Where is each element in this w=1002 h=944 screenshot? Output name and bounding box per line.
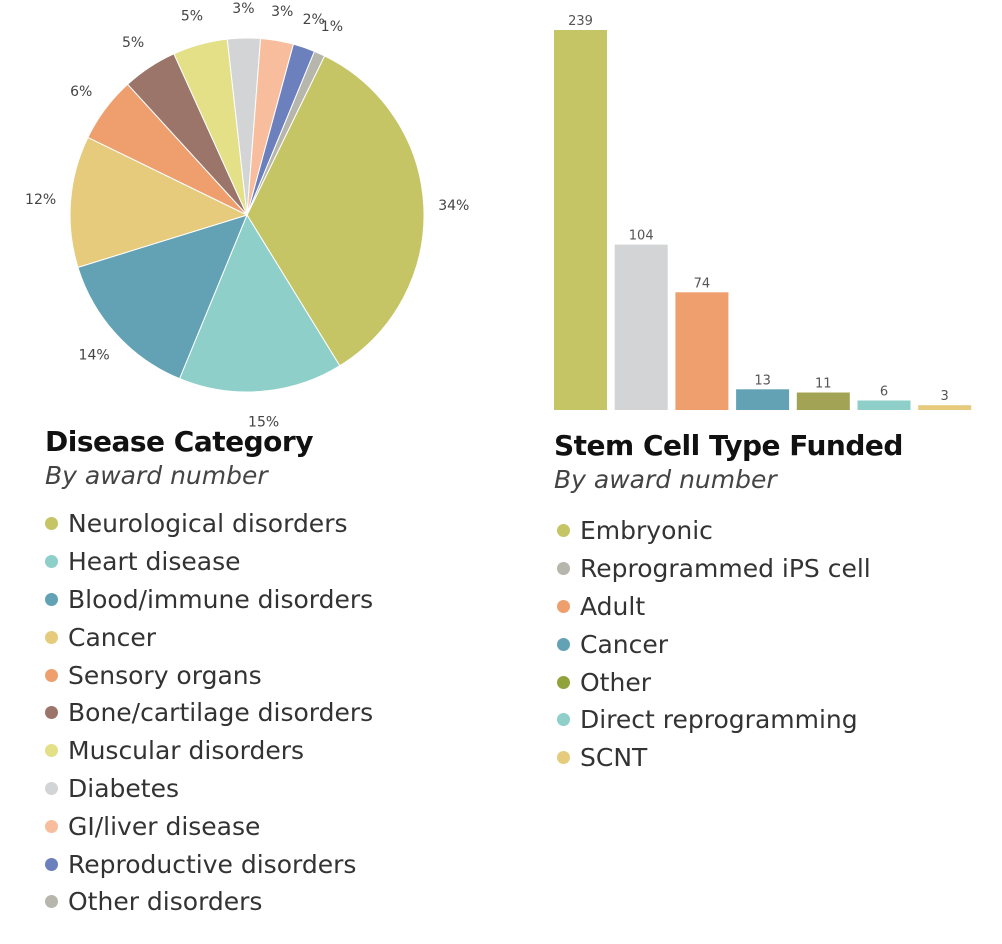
legend-label: Bone/cartilage disorders (68, 698, 374, 728)
legend-label: Diabetes (68, 773, 179, 803)
legend-item-scnt: SCNT (557, 739, 871, 777)
legend-swatch-icon (557, 599, 570, 613)
legend-item-heart-disease: Heart disease (45, 543, 373, 581)
legend-item-reprogrammed-ips-cell: Reprogrammed iPS cell (557, 550, 871, 588)
disease-category-panel: 34% 15% 14% 12% 6% 5% 5% 3% 3% 2% 1% Disease Categ… (25, 1, 469, 921)
bar-value-reprogrammed-ips-cell: 104 (629, 229, 654, 244)
legend-item-bone-cartilage-disorders: Bone/cartilage disorders (45, 694, 373, 732)
legend-label: Other disorders (68, 887, 263, 917)
legend-swatch-icon (45, 819, 58, 833)
legend-item-muscular-disorders: Muscular disorders (45, 732, 373, 770)
pie-label-muscular-disorders: 5% (181, 8, 203, 24)
stem-cell-type-bar-chart: 239 104 74 13 11 6 3 (554, 14, 972, 410)
pie-label-cancer: 12% (25, 192, 56, 208)
pie-label-reproductive-disorders: 2% (303, 12, 325, 28)
legend-swatch-icon (45, 592, 58, 606)
pie-label-blood-immune-disorders: 14% (79, 348, 110, 364)
legend-swatch-icon (45, 668, 58, 682)
legend-swatch-icon (45, 895, 58, 909)
bar-cancer (736, 389, 790, 410)
legend-label: Cancer (580, 629, 669, 659)
bar-value-scnt: 3 (941, 389, 949, 404)
legend-label: Cancer (68, 622, 157, 652)
disease-category-legend: Neurological disorders Heart disease Blood… (45, 505, 373, 921)
legend-label: Reprogrammed iPS cell (580, 554, 871, 584)
disease-category-subtitle: By award number (45, 461, 268, 490)
bar-direct-reprogramming (857, 400, 911, 410)
legend-swatch-icon (45, 781, 58, 795)
legend-label: Blood/immune disorders (68, 584, 374, 614)
legend-label: Muscular disorders (68, 736, 305, 766)
legend-label: Other (580, 667, 651, 697)
bar-value-adult: 74 (694, 276, 711, 291)
legend-label: GI/liver disease (68, 811, 261, 841)
stem-cell-type-panel: 239 104 74 13 11 6 3 Stem Cell Type Funded By … (520, 0, 1002, 944)
pie-slice-other-disorders (246, 50, 326, 216)
disease-category-pie-chart: 34% 15% 14% 12% 6% 5% 5% 3% 3% 2%1% (25, 1, 469, 430)
legend-item-cancer: Cancer (557, 625, 871, 663)
legend-label: Embryonic (580, 516, 713, 546)
pie-slice-blood-immune-disorders (77, 214, 248, 380)
pie-slice-heart-disease (178, 213, 341, 393)
legend-swatch-icon (45, 744, 58, 758)
legend-swatch-icon (557, 524, 570, 538)
legend-item-direct-reprogramming: Direct reprogramming (557, 701, 871, 739)
legend-swatch-icon (45, 706, 58, 720)
pie-slice-neurological-disorders (246, 55, 425, 367)
bar-adult (675, 292, 729, 410)
legend-label: Heart disease (68, 547, 241, 577)
legend-swatch-icon (45, 517, 58, 531)
legend-swatch-icon (557, 713, 570, 727)
legend-label: Sensory organs (68, 660, 262, 690)
legend-label: Neurological disorders (68, 509, 348, 539)
bar-value-other: 11 (815, 377, 832, 392)
legend-swatch-icon (557, 562, 570, 576)
legend-item-reproductive-disorders: Reproductive disorders (45, 845, 373, 883)
pie-label-neurological-disorders: 34% (438, 198, 469, 214)
legend-swatch-icon (557, 637, 570, 651)
disease-category-title: Disease Category (45, 425, 313, 458)
legend-item-gi-liver-disease: GI/liver disease (45, 807, 373, 845)
bar-embryonic (554, 30, 607, 410)
legend-item-other: Other (557, 663, 871, 701)
bar-value-cancer: 13 (754, 373, 771, 388)
legend-item-embryonic: Embryonic (557, 512, 871, 550)
legend-item-diabetes: Diabetes (45, 770, 373, 808)
bar-reprogrammed-ips-cell (614, 244, 668, 410)
legend-item-adult: Adult (557, 588, 871, 626)
pie-label-other-disorders: 1% (321, 19, 343, 35)
pie-slice-cancer (69, 136, 249, 268)
pie-label-bone-cartilage-disorders: 5% (122, 35, 144, 51)
stem-cell-type-legend: Embryonic Reprogrammed iPS cell Adult Cance… (557, 512, 871, 777)
legend-swatch-icon (45, 630, 58, 644)
legend-item-sensory-organs: Sensory organs (45, 656, 373, 694)
legend-swatch-icon (45, 857, 58, 871)
bar-scnt (918, 405, 972, 410)
legend-swatch-icon (557, 675, 570, 689)
legend-swatch-icon (45, 555, 58, 569)
legend-label: Direct reprogramming (580, 705, 858, 735)
legend-swatch-icon (557, 751, 570, 765)
legend-label: SCNT (580, 743, 648, 773)
stem-cell-type-title: Stem Cell Type Funded (554, 429, 903, 462)
pie-label-gi-liver-disease: 3% (271, 4, 293, 20)
bar-value-embryonic: 239 (568, 14, 593, 29)
legend-label: Reproductive disorders (68, 849, 357, 879)
legend-item-other-disorders: Other disorders (45, 883, 373, 921)
bar-value-direct-reprogramming: 6 (880, 385, 888, 400)
bar-other (796, 392, 850, 410)
pie-label-sensory-organs: 6% (70, 84, 92, 100)
pie-label-heart-disease: 15% (248, 414, 279, 430)
legend-label: Adult (580, 591, 646, 621)
legend-item-cancer: Cancer (45, 618, 373, 656)
legend-item-neurological-disorders: Neurological disorders (45, 505, 373, 543)
stem-cell-type-subtitle: By award number (554, 465, 777, 494)
legend-item-blood-immune-disorders: Blood/immune disorders (45, 581, 373, 619)
pie-label-diabetes: 3% (232, 1, 254, 17)
